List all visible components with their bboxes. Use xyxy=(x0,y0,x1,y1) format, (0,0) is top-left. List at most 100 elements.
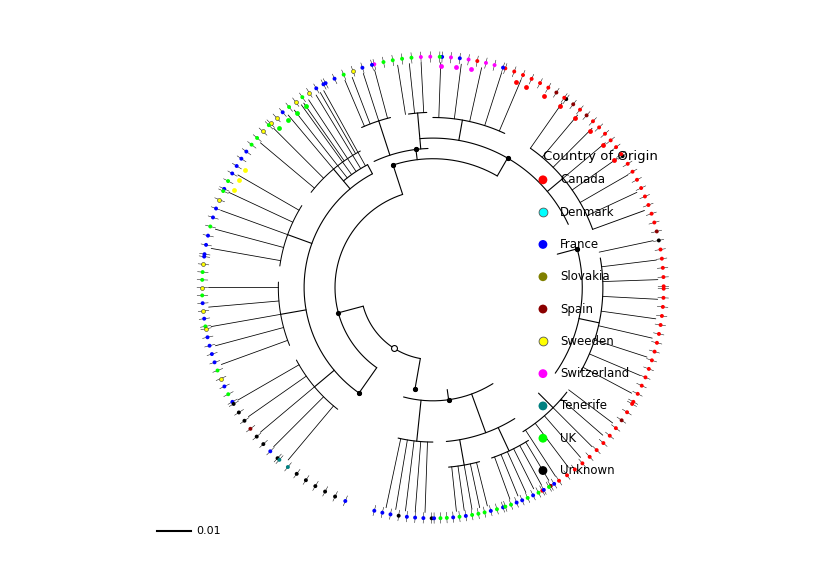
Point xyxy=(501,154,514,163)
Point xyxy=(199,322,213,331)
Point xyxy=(444,53,458,62)
Point xyxy=(299,101,312,110)
Point xyxy=(226,397,239,407)
Point xyxy=(368,60,381,69)
Point xyxy=(470,56,484,66)
Point xyxy=(621,159,634,168)
Point xyxy=(396,54,409,63)
Point xyxy=(205,350,218,359)
Point xyxy=(459,511,473,520)
Point xyxy=(536,486,549,495)
Point xyxy=(630,175,643,185)
Point xyxy=(488,60,501,70)
Point xyxy=(578,283,591,293)
Point xyxy=(615,150,628,159)
Text: Spain: Spain xyxy=(560,302,593,316)
Point xyxy=(501,154,514,163)
Point xyxy=(250,133,264,143)
Point xyxy=(583,453,596,462)
Point xyxy=(377,58,391,67)
Point xyxy=(264,447,277,456)
Point xyxy=(657,293,670,302)
Point xyxy=(270,113,283,122)
Point xyxy=(627,397,640,407)
Point xyxy=(578,313,591,322)
Point xyxy=(465,65,478,74)
Point xyxy=(604,136,617,145)
Point xyxy=(417,513,430,523)
Point xyxy=(657,282,670,291)
Point xyxy=(409,145,423,154)
Point xyxy=(598,129,612,139)
Point xyxy=(207,213,220,222)
Point xyxy=(428,513,441,523)
Point xyxy=(319,79,333,88)
Point xyxy=(615,416,628,425)
Point xyxy=(196,298,209,308)
Point xyxy=(203,222,217,231)
Point xyxy=(256,127,270,136)
Point xyxy=(328,492,342,501)
Point xyxy=(222,177,235,186)
Point xyxy=(289,97,302,106)
Point xyxy=(230,162,244,171)
Point xyxy=(386,160,400,170)
Point xyxy=(549,88,563,97)
Point xyxy=(233,175,246,185)
Point xyxy=(521,493,534,503)
Point xyxy=(234,154,248,163)
Point xyxy=(574,105,587,114)
Point xyxy=(648,218,661,227)
Point xyxy=(202,231,215,240)
Point xyxy=(442,395,455,404)
Point xyxy=(375,508,389,518)
Text: Canada: Canada xyxy=(560,173,605,186)
Point xyxy=(560,471,574,480)
Point xyxy=(578,196,591,205)
Point xyxy=(578,459,591,469)
Point xyxy=(214,374,228,383)
Point xyxy=(262,121,276,130)
Point xyxy=(590,446,603,455)
Point xyxy=(654,245,667,254)
Point xyxy=(227,186,240,195)
Text: Sweeden: Sweeden xyxy=(560,335,614,348)
Point xyxy=(650,338,664,347)
Point xyxy=(310,84,323,93)
Point xyxy=(276,108,290,117)
Point xyxy=(346,66,360,75)
Point xyxy=(499,502,512,511)
Point xyxy=(423,52,437,62)
Point xyxy=(281,116,294,125)
Point xyxy=(607,156,621,165)
Point xyxy=(213,195,226,204)
Point xyxy=(197,306,210,316)
Point xyxy=(386,160,400,170)
Point xyxy=(270,454,284,463)
Point xyxy=(656,302,669,312)
Point xyxy=(609,143,622,152)
Point xyxy=(517,70,530,79)
Point xyxy=(552,476,565,485)
Point xyxy=(520,82,533,91)
Point xyxy=(196,275,209,285)
Point xyxy=(583,126,596,136)
Point xyxy=(578,254,591,263)
Point xyxy=(480,58,493,67)
Point xyxy=(537,485,550,494)
Point xyxy=(433,52,446,62)
Point xyxy=(542,83,555,92)
Point xyxy=(569,113,582,122)
Point xyxy=(609,424,622,433)
Point xyxy=(387,343,401,352)
Point xyxy=(197,252,211,261)
Point xyxy=(537,91,550,100)
Point xyxy=(217,186,230,196)
Point xyxy=(654,320,667,329)
Point xyxy=(352,388,365,397)
Point xyxy=(620,408,633,417)
Point xyxy=(580,111,593,120)
Point xyxy=(465,511,479,520)
Point xyxy=(197,260,210,269)
Point xyxy=(575,459,589,468)
